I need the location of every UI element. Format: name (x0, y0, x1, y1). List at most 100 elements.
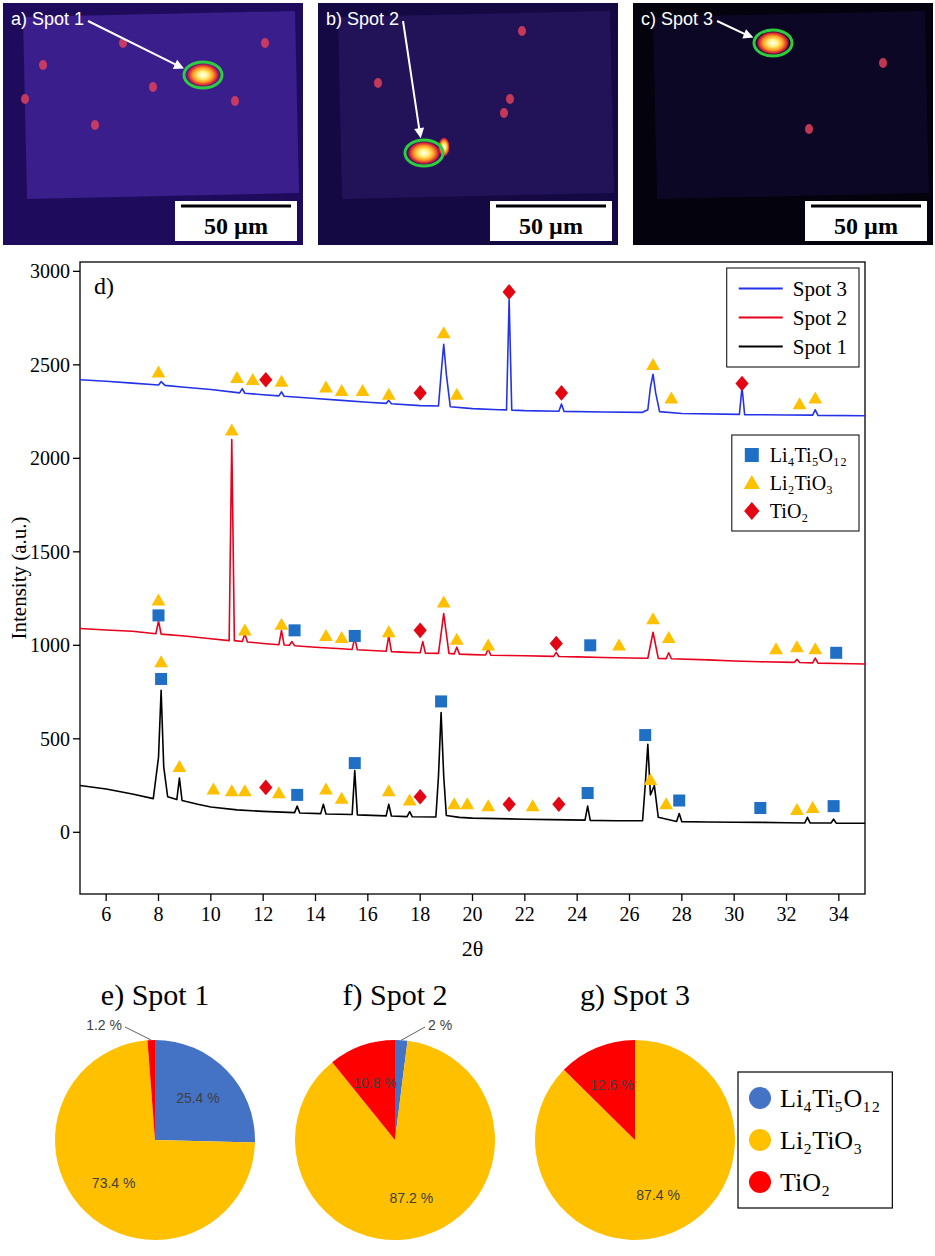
legend-swatch (739, 317, 783, 319)
pie-title: f) Spot 2 (343, 978, 448, 1012)
phase-marker (238, 784, 252, 796)
data-label: 12.6 % (590, 1077, 634, 1093)
phase-marker (481, 799, 495, 811)
y-tick-label: 2000 (30, 447, 70, 469)
phase-marker (349, 630, 361, 642)
phase-marker (225, 423, 239, 435)
hot-pixel (21, 94, 29, 104)
phase-marker (662, 631, 676, 643)
pie-slice (155, 1040, 255, 1143)
legend-swatch (749, 1087, 771, 1109)
phase-marker (238, 623, 252, 635)
phase-marker (673, 795, 685, 807)
x-tick (106, 894, 107, 901)
phase-marker (319, 782, 333, 794)
hot-pixel (39, 60, 47, 70)
data-label: 87.2 % (390, 1190, 434, 1206)
x-tick (524, 894, 525, 901)
legend-swatch (739, 288, 783, 290)
legend-label: Li₄Ti₅O₁₂ (770, 444, 847, 466)
x-tick-label: 32 (777, 903, 797, 925)
y-tick (73, 458, 80, 459)
phase-marker (550, 636, 563, 652)
phase-marker (275, 618, 289, 630)
phase-marker (808, 392, 822, 404)
x-tick-label: 26 (620, 903, 640, 925)
legend-label: Spot 3 (793, 277, 847, 301)
phase-marker (460, 797, 474, 809)
arrow-shaft (403, 21, 419, 130)
phase-marker (335, 384, 349, 396)
phase-marker (584, 639, 596, 651)
image-background (633, 3, 933, 245)
x-axis-title: 2θ (462, 936, 484, 961)
phase-marker (639, 729, 651, 741)
micrograph: c) Spot 350 µm (633, 3, 933, 245)
legend-label: Li₄Ti₅O₁₂ (780, 1084, 880, 1113)
phase-marker (155, 673, 167, 685)
x-tick (367, 894, 368, 901)
y-tick (73, 271, 80, 272)
legend-swatch (739, 346, 783, 348)
pie-legend: Li₄Ti₅O₁₂Li₂TiO₃TiO₂ (738, 1072, 892, 1208)
y-tick (73, 645, 80, 646)
x-tick (472, 894, 473, 901)
x-tick-label: 14 (306, 903, 326, 925)
x-tick-label: 18 (410, 903, 430, 925)
phase-marker (790, 640, 804, 652)
phase-marker (335, 792, 349, 804)
spot (186, 63, 220, 87)
phase-marker (403, 794, 417, 806)
phase-marker (259, 372, 272, 388)
phase-marker (356, 384, 370, 396)
x-tick (786, 894, 787, 901)
scale-bar-label: 50 µm (834, 213, 898, 239)
sample-region (23, 11, 299, 199)
phase-legend: Li₄Ti₅O₁₂Li₂TiO₃TiO₂ (732, 435, 859, 531)
x-tick-label: 10 (201, 903, 221, 925)
x-tick-label: 16 (358, 903, 378, 925)
pie-slice (55, 1040, 255, 1240)
legend-swatch (749, 1129, 771, 1151)
phase-marker (808, 642, 822, 654)
legend-swatch (745, 448, 759, 462)
phase-marker (435, 695, 447, 707)
phase-marker (450, 633, 464, 645)
scale-bar-box (175, 201, 297, 241)
legend-label: Spot 2 (793, 306, 847, 330)
y-tick-label: 0 (60, 821, 70, 843)
panel-label: d) (94, 273, 114, 299)
x-tick-label: 20 (463, 903, 483, 925)
x-tick-label: 6 (101, 903, 111, 925)
data-label: 1.2 % (86, 1017, 122, 1033)
xrd-pattern (80, 690, 865, 823)
phase-marker (735, 376, 748, 392)
spot (756, 31, 790, 55)
phase-marker (319, 380, 333, 392)
legend: Spot 3Spot 2Spot 1 (727, 268, 859, 367)
phase-marker (173, 760, 187, 772)
hot-pixel (879, 58, 887, 68)
hot-pixel (231, 96, 239, 106)
y-tick-label: 500 (40, 728, 70, 750)
spot-contour (405, 140, 443, 166)
x-tick-label: 28 (672, 903, 692, 925)
y-tick-label: 1000 (30, 634, 70, 656)
scale-bar-label: 50 µm (519, 213, 583, 239)
phase-marker (552, 796, 565, 812)
x-tick (210, 894, 211, 901)
phase-marker (225, 784, 239, 796)
phase-marker (644, 773, 658, 785)
arrow-head (173, 60, 184, 69)
phase-marker (382, 625, 396, 637)
phase-marker (437, 326, 451, 338)
pie-slice (564, 1040, 635, 1140)
phase-marker (275, 375, 289, 387)
phase-marker (437, 595, 451, 607)
phase-marker (582, 787, 594, 799)
x-tick-label: 12 (253, 903, 273, 925)
hot-pixel (374, 78, 382, 88)
phase-marker (828, 800, 840, 812)
phase-marker (646, 358, 660, 370)
scale-bar-box (805, 201, 927, 241)
